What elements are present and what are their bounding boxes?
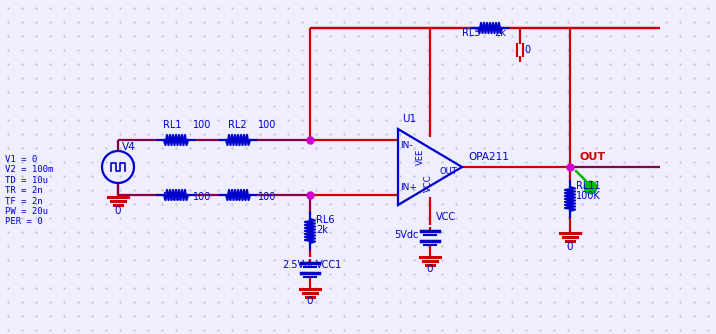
Text: 100: 100: [193, 120, 211, 130]
Text: U1: U1: [402, 114, 416, 124]
Text: IN-: IN-: [400, 141, 412, 150]
Text: RL11: RL11: [576, 181, 601, 191]
Text: IN+: IN+: [400, 182, 417, 191]
Text: V4: V4: [122, 142, 136, 152]
Text: 100: 100: [258, 120, 276, 130]
Text: RL6: RL6: [316, 215, 334, 225]
Text: 5Vdc: 5Vdc: [394, 230, 418, 240]
Text: OPA211: OPA211: [468, 152, 509, 162]
Text: RL4: RL4: [228, 192, 246, 202]
Text: VEE: VEE: [416, 149, 425, 165]
Text: 2k: 2k: [316, 225, 328, 235]
Text: 0: 0: [427, 264, 433, 274]
Text: RL2: RL2: [228, 120, 246, 130]
Text: 100: 100: [258, 192, 276, 202]
Text: 0: 0: [524, 45, 530, 55]
Text: V1 = 0
V2 = 100m
TD = 10u
TR = 2n
TF = 2n
PW = 20u
PER = 0: V1 = 0 V2 = 100m TD = 10u TR = 2n TF = 2…: [5, 155, 54, 226]
Text: 0: 0: [115, 206, 121, 216]
Text: 2k: 2k: [494, 28, 506, 38]
Text: RL3: RL3: [163, 192, 181, 202]
Text: RL5: RL5: [462, 28, 480, 38]
Text: 100K: 100K: [576, 191, 601, 201]
Text: 0: 0: [567, 242, 574, 252]
Text: OUT: OUT: [580, 152, 606, 162]
Text: 2.5Vdc: 2.5Vdc: [282, 260, 316, 270]
Text: RL1: RL1: [163, 120, 181, 130]
Text: VCC: VCC: [436, 212, 456, 222]
Text: VCC1: VCC1: [316, 260, 342, 270]
Text: 100: 100: [193, 192, 211, 202]
Text: VCC: VCC: [424, 175, 433, 192]
Text: 0: 0: [306, 296, 314, 306]
Text: OUT: OUT: [440, 167, 458, 176]
